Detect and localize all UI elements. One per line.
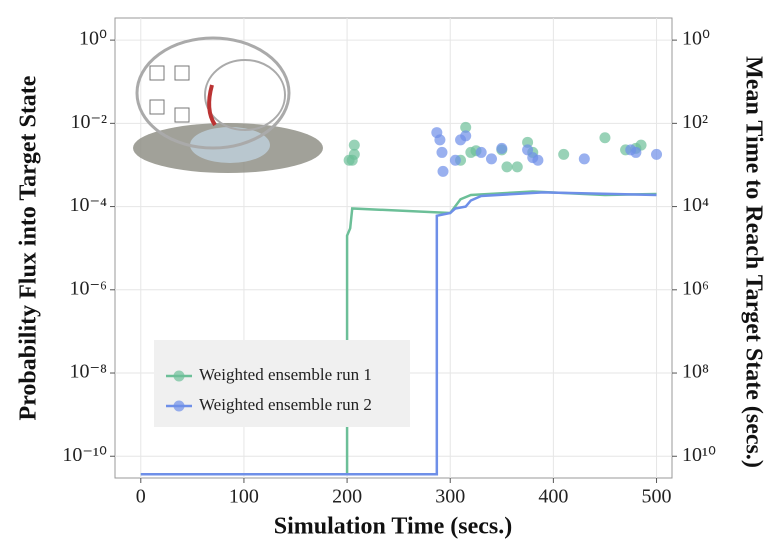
- y-axis-title: Probability Flux into Target State: [16, 75, 42, 420]
- x-tick-label: 300: [435, 486, 465, 508]
- y-tick-label: 10⁻⁶: [69, 277, 107, 299]
- legend-swatch: [173, 400, 185, 412]
- point: [501, 161, 513, 173]
- x-axis-title: Simulation Time (secs.): [274, 514, 512, 540]
- x-tick-label: 500: [642, 486, 672, 508]
- y-tick-label: 10⁻²: [70, 111, 107, 133]
- y-tick-label: 10⁻⁴: [69, 194, 107, 216]
- cell-icon: [133, 36, 323, 173]
- y-tick-label: 10⁰: [79, 28, 107, 50]
- point: [436, 146, 448, 158]
- y2-tick-label: 10²: [682, 111, 708, 133]
- point: [348, 148, 360, 160]
- point: [511, 161, 523, 173]
- point: [460, 121, 472, 133]
- point: [437, 165, 449, 177]
- y2-tick-label: 10¹⁰: [682, 444, 716, 466]
- point: [651, 148, 663, 160]
- point: [460, 130, 472, 142]
- x-tick-label: 400: [538, 486, 568, 508]
- legend-label: Weighted ensemble run 1: [199, 365, 372, 384]
- legend-box: [154, 340, 410, 427]
- y-tick-label: 10⁻¹⁰: [62, 444, 107, 466]
- point: [434, 134, 446, 146]
- point: [599, 132, 611, 144]
- point: [630, 146, 642, 158]
- point: [532, 154, 544, 166]
- y2-tick-label: 10⁰: [682, 28, 710, 50]
- point: [558, 148, 570, 160]
- marks: [140, 121, 663, 476]
- y-tick-label: 10⁻⁸: [69, 361, 107, 383]
- legend-swatch: [173, 370, 185, 382]
- point: [578, 153, 590, 165]
- point: [522, 144, 534, 156]
- point: [348, 139, 360, 151]
- series-line: [140, 191, 657, 476]
- legend-label: Weighted ensemble run 2: [199, 395, 372, 414]
- point: [522, 136, 534, 148]
- y2-tick-label: 10⁸: [682, 361, 709, 383]
- y2-axis-title: Mean Time to Reach Target State (secs.): [740, 56, 766, 468]
- y2-tick-label: 10⁶: [682, 277, 709, 299]
- x-tick-label: 200: [332, 486, 362, 508]
- x-tick-label: 0: [136, 486, 146, 508]
- point: [449, 154, 461, 166]
- point: [475, 146, 487, 158]
- point: [485, 153, 497, 165]
- x-tick-label: 100: [229, 486, 259, 508]
- y2-tick-label: 10⁴: [682, 194, 709, 216]
- legend: Weighted ensemble run 1 Weighted ensemble…: [154, 340, 410, 427]
- point: [496, 142, 508, 154]
